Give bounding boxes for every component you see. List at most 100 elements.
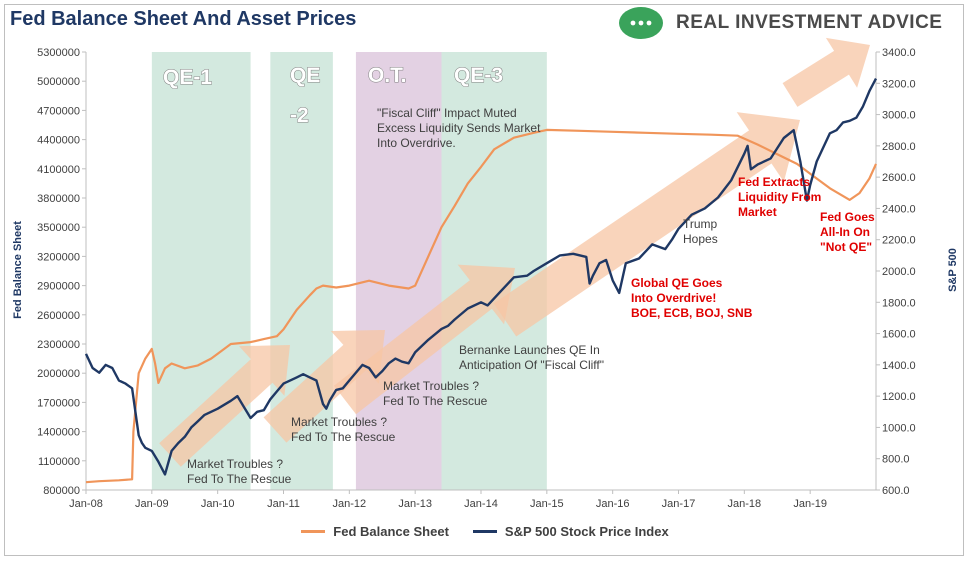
- y-left-tick-label: 1700000: [37, 397, 80, 409]
- chart-legend: Fed Balance Sheet S&P 500 Stock Price In…: [0, 524, 970, 539]
- legend-label-fed: Fed Balance Sheet: [333, 524, 449, 539]
- y-left-tick-label: 1100000: [38, 456, 80, 468]
- band-label-3: QE-3: [454, 64, 503, 87]
- x-tick-label: Jan-16: [596, 498, 630, 510]
- annotation-8: Fed Goes All-In On "Not QE": [820, 210, 875, 254]
- y-right-tick-label: 1400.0: [882, 360, 916, 372]
- y-right-tick-label: 3400.0: [882, 47, 916, 59]
- x-tick-label: Jan-09: [135, 498, 169, 510]
- annotation-line: Fed Goes: [820, 210, 875, 224]
- axes: 800000 1100000 1400000 1700000 2000000 230000…: [37, 47, 915, 510]
- annotation-1: Market Troubles ? Fed To The Rescue: [291, 415, 396, 444]
- annotation-line: Market Troubles ?: [383, 379, 479, 393]
- annotation-line: Market Troubles ?: [291, 415, 387, 429]
- band-2: [355, 52, 442, 490]
- series-lines: [84, 78, 878, 484]
- y-right-axis-title: S&P 500: [947, 248, 959, 292]
- annotation-5: Trump Hopes: [683, 217, 718, 246]
- y-right-tick-label: 2600.0: [882, 172, 916, 184]
- annotation-line: Excess Liquidity Sends Market: [377, 121, 541, 135]
- x-tick-label: Jan-11: [267, 498, 300, 510]
- x-tick-label: Jan-08: [69, 498, 103, 510]
- y-right-tick-label: 800.0: [882, 454, 910, 466]
- y-right-tick-label: 2000.0: [882, 266, 916, 278]
- trend-arrow-2: [263, 330, 385, 443]
- y-right-tick-label: 1600.0: [882, 329, 916, 341]
- y-left-tick-label: 3800000: [37, 193, 80, 205]
- x-tick-label: Jan-10: [201, 498, 235, 510]
- band-label-1: QE -2: [290, 64, 320, 127]
- annotation-2: Market Troubles ? Fed To The Rescue: [383, 379, 488, 408]
- x-tick-label: Jan-14: [464, 498, 498, 510]
- y-right-tick-label: 3200.0: [882, 78, 916, 90]
- y-left-tick-label: 4100000: [37, 164, 80, 176]
- brand-leaf-icon: [619, 7, 663, 39]
- band-label-line: QE: [290, 64, 320, 87]
- annotation-line: Fed To The Rescue: [187, 472, 292, 486]
- annotation-line: Into Overdrive!: [631, 291, 716, 305]
- annotation-line: Fed To The Rescue: [383, 394, 488, 408]
- brand-logo: REAL INVESTMENT ADVICE: [618, 6, 942, 40]
- y-left-tick-label: 2300000: [37, 339, 80, 351]
- y-right-tick-label: 3000.0: [882, 110, 916, 122]
- annotation-0: Market Troubles ? Fed To The Rescue: [187, 457, 292, 486]
- annotation-line: Market: [738, 205, 777, 219]
- y-right-tick-label: 2200.0: [882, 235, 916, 247]
- y-left-tick-label: 2000000: [37, 368, 80, 380]
- trend-arrow-3: [333, 264, 515, 415]
- annotation-3: "Fiscal Cliff" Impact Muted Excess Liquid…: [377, 106, 541, 150]
- y-right-tick-label: 1000.0: [882, 422, 916, 434]
- y-left-tick-label: 5300000: [37, 47, 80, 59]
- x-tick-label: Jan-15: [530, 498, 564, 510]
- annotation-line: Global QE Goes: [631, 276, 723, 290]
- x-tick-label: Jan-13: [398, 498, 432, 510]
- annotation-line: Trump: [683, 217, 718, 231]
- annotation-4: Bernanke Launches QE In Anticipation Of "…: [459, 343, 604, 372]
- y-right-tick-label: 2800.0: [882, 141, 916, 153]
- annotation-7: Fed Extracts Liquidity From Market: [738, 175, 821, 219]
- chart-plot: 800000 1100000 1400000 1700000 2000000 230000…: [12, 37, 959, 510]
- trend-arrow-4: [493, 112, 800, 337]
- annotation-line: All-In On: [820, 225, 870, 239]
- y-left-tick-label: 2900000: [37, 281, 80, 293]
- annotation-line: "Fiscal Cliff" Impact Muted: [377, 106, 517, 120]
- y-left-tick-label: 3500000: [37, 222, 80, 234]
- y-left-tick-label: 4400000: [37, 135, 80, 147]
- band-label-2: O.T.: [368, 64, 407, 87]
- y-left-tick-label: 3200000: [37, 251, 80, 263]
- annotation-line: Into Overdrive.: [377, 136, 456, 150]
- annotation-6: Global QE Goes Into Overdrive! BOE, ECB, B…: [631, 276, 753, 320]
- trend-arrow-5: [782, 37, 870, 107]
- legend-swatch-fed: [301, 530, 326, 533]
- annotation-line: Market Troubles ?: [187, 457, 283, 471]
- y-left-tick-label: 1400000: [37, 427, 80, 439]
- y-left-axis-title: Fed Balance Sheet: [12, 221, 24, 319]
- band-label-line: -2: [290, 104, 309, 127]
- y-right-tick-label: 2400.0: [882, 203, 916, 215]
- annotation-line: Hopes: [683, 232, 718, 246]
- x-tick-label: Jan-17: [662, 498, 696, 510]
- x-tick-label: Jan-18: [728, 498, 762, 510]
- chart-title: Fed Balance Sheet And Asset Prices: [10, 8, 357, 30]
- y-left-tick-label: 5000000: [37, 76, 80, 88]
- x-tick-label: Jan-12: [333, 498, 367, 510]
- y-right-tick-label: 600.0: [882, 485, 910, 497]
- y-left-tick-label: 4700000: [37, 105, 80, 117]
- legend-label-spx: S&P 500 Stock Price Index: [504, 524, 669, 539]
- legend-item-spx[interactable]: S&P 500 Stock Price Index: [472, 524, 669, 539]
- annotation-line: Liquidity From: [738, 190, 821, 204]
- brand-name: REAL INVESTMENT ADVICE: [676, 12, 943, 33]
- annotation-line: Bernanke Launches QE In: [459, 343, 600, 357]
- y-right-tick-label: 1800.0: [882, 297, 916, 309]
- fed-balance-sheet-line: [85, 128, 878, 484]
- y-left-tick-label: 2600000: [37, 310, 80, 322]
- annotation-line: Fed To The Rescue: [291, 430, 396, 444]
- annotation-line: Anticipation Of "Fiscal Cliff": [459, 358, 604, 372]
- legend-swatch-spx: [472, 530, 497, 533]
- band-label-0: QE-1: [163, 66, 212, 89]
- sp500-line: [84, 78, 878, 476]
- y-left-tick-label: 800000: [43, 485, 80, 497]
- annotation-line: BOE, ECB, BOJ, SNB: [631, 306, 753, 320]
- legend-item-fed[interactable]: Fed Balance Sheet: [301, 524, 449, 539]
